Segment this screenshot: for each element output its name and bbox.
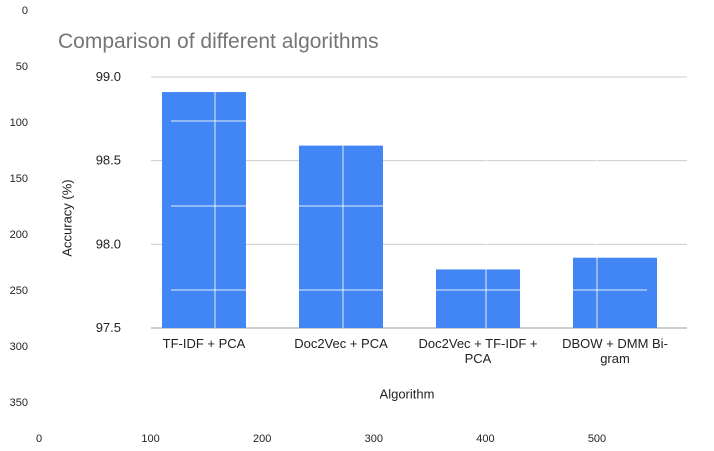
x-tick-label: Doc2Vec + TF-IDF + PCA [419, 336, 538, 366]
bar [299, 145, 383, 328]
pixel-y-tick: 300 [10, 341, 28, 353]
bar [573, 257, 657, 328]
pixel-x-tick: 100 [141, 433, 159, 445]
x-axis-label: Algorithm [379, 386, 435, 402]
pixel-x-tick: 500 [588, 433, 606, 445]
pixel-x-tick: 300 [365, 433, 383, 445]
pixel-y-tick: 150 [10, 173, 28, 185]
pixel-y-tick: 0 [22, 5, 28, 17]
y-tick-label: 98.0 [96, 236, 121, 251]
x-tick-label: DBOW + DMM Bi-gram [562, 336, 668, 366]
y-tick-label: 98.5 [96, 153, 121, 168]
bar [436, 269, 520, 328]
y-tick-label: 99.0 [96, 69, 121, 84]
pixel-y-tick: 100 [10, 117, 28, 129]
pixel-y-tick: 350 [10, 397, 28, 409]
pixel-x-tick: 200 [253, 433, 271, 445]
x-tick-label: Doc2Vec + PCA [294, 336, 388, 351]
pixel-x-tick: 0 [36, 433, 42, 445]
chart-title: Comparison of different algorithms [58, 30, 379, 53]
pixel-x-tick: 400 [476, 433, 494, 445]
pixel-y-tick: 250 [10, 285, 28, 297]
x-tick-label: TF-IDF + PCA [163, 336, 246, 351]
y-tick-label: 97.5 [96, 320, 121, 335]
bar [162, 92, 246, 328]
pixel-y-tick: 200 [10, 229, 28, 241]
pixel-y-tick: 50 [16, 61, 28, 73]
